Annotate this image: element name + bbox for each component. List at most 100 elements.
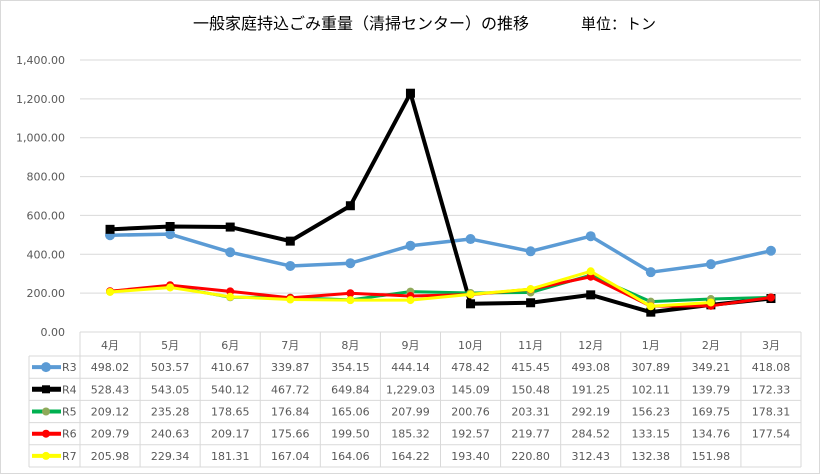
table-cell-R4: 540.12	[211, 383, 250, 396]
x-category-label: 10月	[458, 339, 483, 352]
y-tick-label: 600.00	[27, 209, 66, 222]
data-point-R7	[586, 267, 595, 276]
table-cell-R4: 543.05	[151, 383, 190, 396]
table-cell-R5: 200.76	[451, 406, 490, 419]
y-tick-label: 200.00	[27, 287, 66, 300]
table-cell-R4: 172.33	[752, 383, 791, 396]
legend-label-R4: R4	[62, 383, 77, 396]
table-cell-R3: 478.42	[451, 361, 490, 374]
x-category-label: 9月	[401, 339, 419, 352]
table-cell-R3: 503.57	[151, 361, 190, 374]
table-cell-R7: 151.98	[692, 450, 731, 463]
table-cell-R5: 165.06	[331, 406, 370, 419]
x-category-label: 6月	[221, 339, 239, 352]
data-point-R7	[166, 283, 175, 292]
data-point-R3	[525, 246, 536, 257]
y-tick-label: 0.00	[41, 326, 66, 339]
x-category-label: 2月	[702, 339, 720, 352]
data-point-R7	[106, 287, 115, 296]
table-cell-R7: 167.04	[271, 450, 310, 463]
legend-label-R5: R5	[62, 406, 77, 419]
table-cell-R3: 444.14	[391, 361, 430, 374]
data-point-R7	[406, 296, 415, 305]
table-cell-R6: 185.32	[391, 428, 430, 441]
table-cell-R5: 169.75	[692, 406, 731, 419]
table-cell-R3: 493.08	[571, 361, 610, 374]
table-cell-R4: 191.25	[571, 383, 610, 396]
x-category-label: 3月	[762, 339, 780, 352]
table-cell-R4: 145.09	[451, 383, 490, 396]
table-cell-R4: 139.79	[692, 383, 731, 396]
x-category-label: 12月	[578, 339, 603, 352]
table-cell-R7: 132.38	[632, 450, 671, 463]
data-point-R7	[466, 290, 475, 299]
legend-label-R3: R3	[62, 361, 77, 374]
data-point-R7	[646, 302, 655, 311]
table-cell-R6: 199.50	[331, 428, 370, 441]
series-R7	[106, 267, 715, 311]
table-cell-R5: 235.28	[151, 406, 190, 419]
data-point-R3	[465, 234, 476, 245]
table-cell-R3: 410.67	[211, 361, 250, 374]
table-cell-R7: 193.40	[451, 450, 490, 463]
table-cell-R3: 307.89	[632, 361, 671, 374]
legend-label-R7: R7	[62, 450, 77, 463]
table-cell-R6: 175.66	[271, 428, 310, 441]
table-cell-R6: 240.63	[151, 428, 190, 441]
table-cell-R6: 209.79	[91, 428, 130, 441]
x-category-label: 4月	[101, 339, 119, 352]
data-point-R7	[286, 295, 295, 304]
x-category-label: 11月	[518, 339, 543, 352]
table-cell-R6: 284.52	[571, 428, 610, 441]
data-point-R4	[285, 236, 295, 246]
x-category-label: 1月	[642, 339, 660, 352]
data-point-R3	[585, 231, 596, 242]
table-cell-R6: 192.57	[451, 428, 490, 441]
legend-marker-R6	[42, 429, 50, 438]
table-cell-R5: 207.99	[391, 406, 430, 419]
table-cell-R4: 102.11	[632, 383, 671, 396]
table-cell-R4: 649.84	[331, 383, 370, 396]
table-cell-R3: 418.08	[752, 361, 791, 374]
data-point-R4	[165, 221, 175, 231]
legend-label-R6: R6	[62, 428, 77, 441]
y-tick-label: 1,000.00	[16, 132, 65, 145]
table-cell-R7: 220.80	[511, 450, 550, 463]
data-point-R3	[345, 258, 356, 269]
data-point-R4	[105, 224, 115, 234]
table-cell-R7: 205.98	[91, 450, 130, 463]
x-category-label: 5月	[161, 339, 179, 352]
data-point-R4	[526, 298, 536, 308]
table-cell-R6: 177.54	[752, 428, 791, 441]
unit-label: 単位：トン	[581, 15, 656, 33]
table-cell-R7: 181.31	[211, 450, 250, 463]
table-cell-R4: 528.43	[91, 383, 130, 396]
table-cell-R6: 133.15	[632, 428, 671, 441]
legend-marker-R4	[42, 385, 50, 394]
table-cell-R6: 134.76	[692, 428, 731, 441]
data-point-R7	[346, 296, 355, 305]
data-point-R6	[766, 293, 775, 302]
y-tick-label: 1,200.00	[16, 93, 65, 106]
data-point-R4	[466, 299, 476, 309]
chart-title: 一般家庭持込ごみ重量（清掃センター）の推移	[193, 14, 529, 33]
data-point-R7	[226, 292, 235, 301]
x-category-label: 7月	[281, 339, 299, 352]
table-cell-R7: 229.34	[151, 450, 190, 463]
x-category-label: 8月	[341, 339, 359, 352]
table-cell-R7: 312.43	[571, 450, 610, 463]
data-point-R3	[225, 247, 236, 258]
data-point-R4	[646, 307, 656, 317]
table-cell-R3: 339.87	[271, 361, 310, 374]
data-point-R4	[345, 201, 355, 211]
data-point-R7	[706, 298, 715, 307]
data-point-R7	[526, 285, 535, 294]
legend-marker-R5	[42, 407, 50, 416]
data-point-R4	[225, 222, 235, 232]
data-point-R3	[285, 260, 296, 271]
table-cell-R5: 156.23	[632, 406, 671, 419]
data-point-R4	[405, 88, 415, 98]
data-point-R6	[346, 289, 355, 298]
legend-marker-R3	[41, 362, 51, 373]
